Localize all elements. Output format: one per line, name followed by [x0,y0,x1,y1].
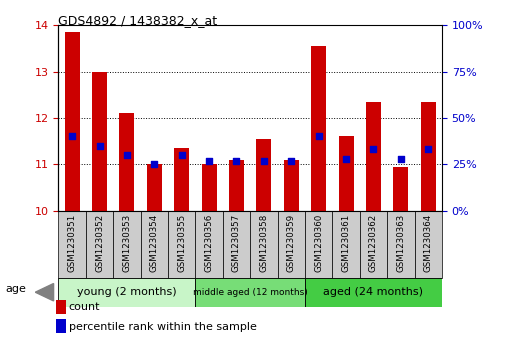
Text: GSM1230359: GSM1230359 [287,214,296,272]
Text: aged (24 months): aged (24 months) [324,287,424,297]
Bar [387,211,415,278]
Bar [202,164,216,211]
Text: count: count [69,302,100,312]
Bar [393,167,408,211]
Bar [305,211,332,278]
Bar [86,211,113,278]
Bar [168,211,196,278]
Text: age: age [5,284,26,294]
Text: GSM1230353: GSM1230353 [122,214,132,272]
Bar [257,139,271,211]
Text: GSM1230352: GSM1230352 [95,214,104,272]
Point [68,134,76,139]
Bar [366,102,381,211]
Text: middle aged (12 months): middle aged (12 months) [193,288,307,297]
Text: GSM1230357: GSM1230357 [232,214,241,272]
Point [96,143,104,149]
Point [178,152,186,158]
Polygon shape [36,284,54,301]
Text: GSM1230354: GSM1230354 [150,214,159,272]
Text: GSM1230356: GSM1230356 [205,214,213,272]
Text: GSM1230361: GSM1230361 [341,214,351,272]
Text: GSM1230364: GSM1230364 [424,214,433,272]
Bar [92,72,107,211]
Text: GSM1230362: GSM1230362 [369,214,378,272]
Bar [58,211,86,278]
Point [233,158,241,163]
Text: percentile rank within the sample: percentile rank within the sample [69,322,257,332]
Bar [421,102,436,211]
Bar [147,164,162,211]
Point [260,158,268,163]
Text: GSM1230355: GSM1230355 [177,214,186,272]
Point [424,147,432,152]
Bar [415,211,442,278]
Bar [360,211,387,278]
Bar [141,211,168,278]
Point [205,158,213,163]
Text: young (2 months): young (2 months) [77,287,177,297]
Bar [174,148,189,211]
Bar [223,211,250,278]
Point [123,152,131,158]
Bar [119,113,135,211]
Bar [338,136,354,211]
Bar [196,211,223,278]
Point [150,161,158,167]
Bar [250,211,277,278]
Bar [58,278,196,307]
Point [397,156,405,162]
Bar [113,211,141,278]
Text: GDS4892 / 1438382_x_at: GDS4892 / 1438382_x_at [58,15,217,28]
Bar [277,211,305,278]
Bar [311,46,326,211]
Point [369,147,377,152]
Bar [65,32,80,211]
Text: GSM1230360: GSM1230360 [314,214,323,272]
Text: GSM1230351: GSM1230351 [68,214,77,272]
Point [287,158,295,163]
Point [342,156,350,162]
Bar [284,160,299,211]
Point [314,134,323,139]
Text: GSM1230358: GSM1230358 [260,214,268,272]
Bar [305,278,442,307]
Bar [229,160,244,211]
Text: GSM1230363: GSM1230363 [396,214,405,272]
Bar [196,278,305,307]
Bar [332,211,360,278]
